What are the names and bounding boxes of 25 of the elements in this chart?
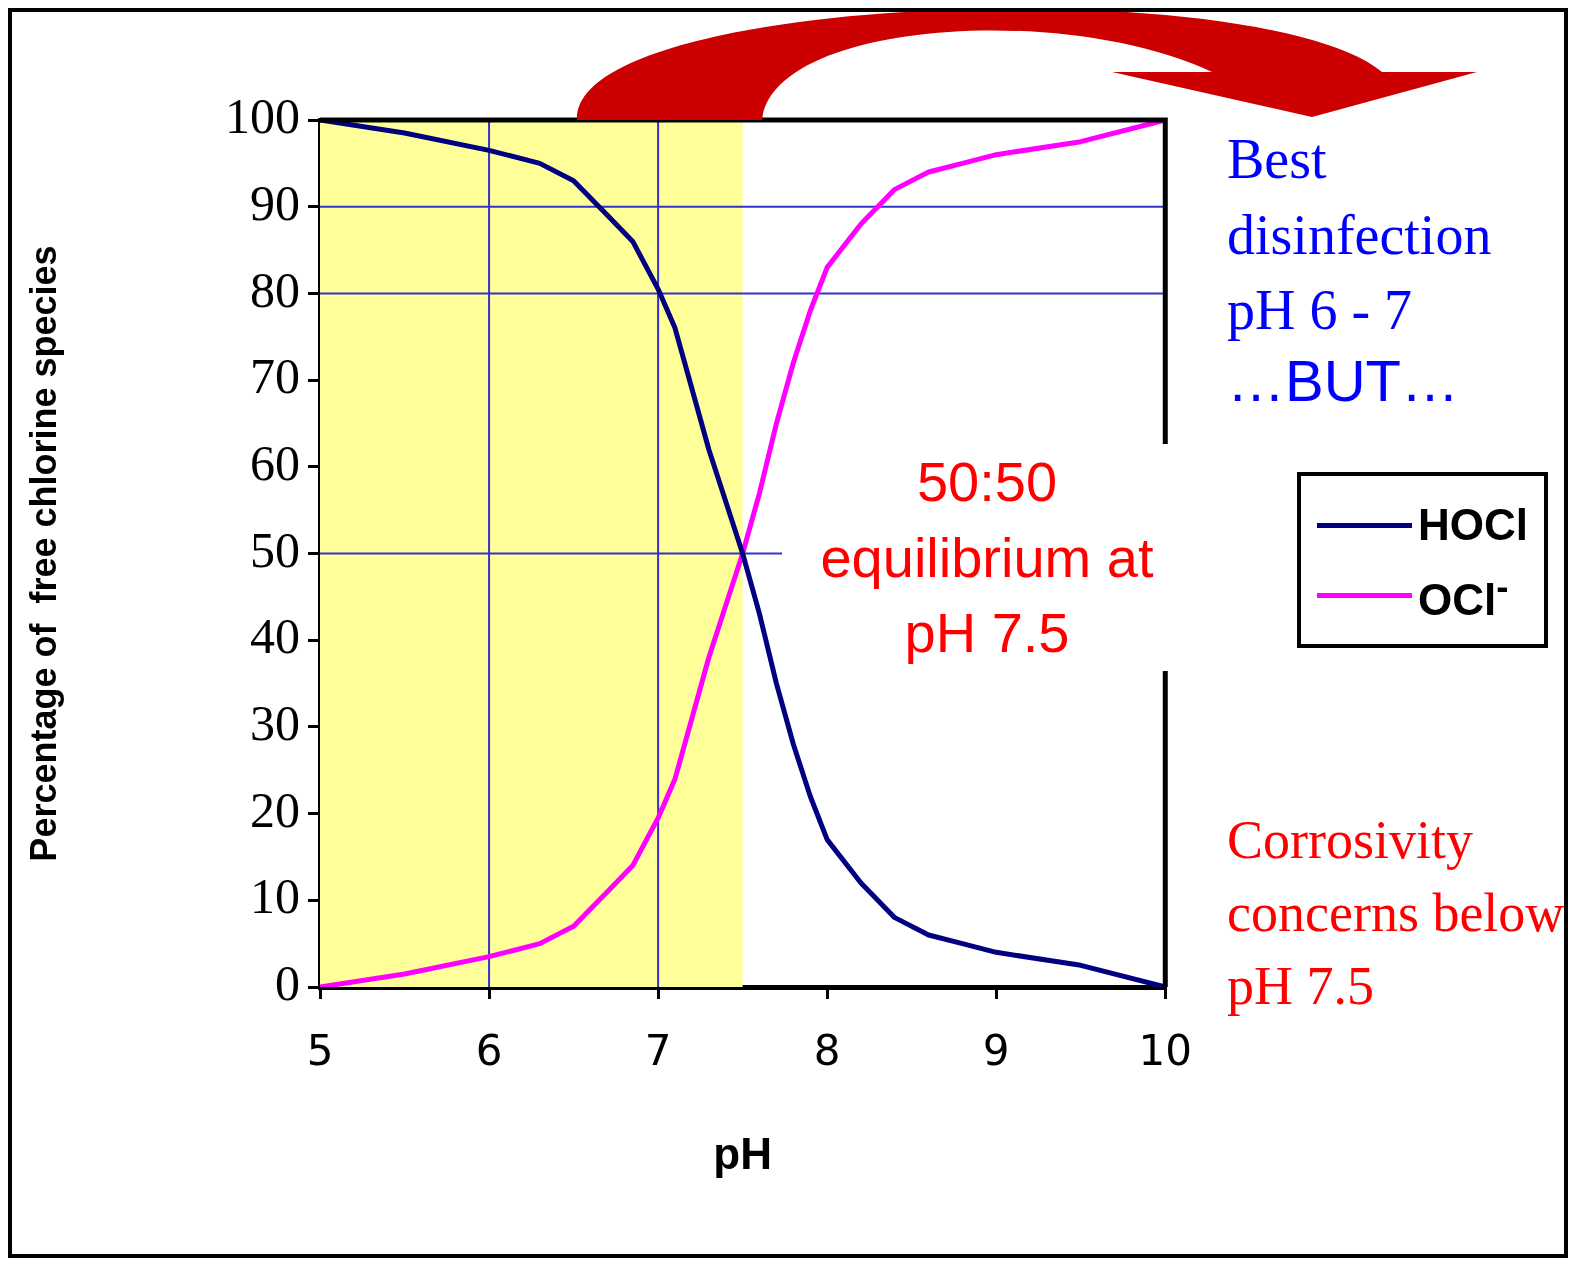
x-axis-title: pH	[713, 1128, 772, 1178]
y-tick-label: 70	[250, 348, 300, 405]
x-tick-label: 9	[982, 1026, 1010, 1076]
x-tick-label: 8	[813, 1026, 841, 1076]
y-tick-label: 10	[250, 868, 300, 925]
annotation: 50:50 equilibrium at pH 7.5	[782, 444, 1192, 671]
y-tick-label: 0	[275, 955, 300, 1012]
y-tick-label: 90	[250, 174, 300, 231]
x-tick-label: 7	[644, 1026, 672, 1076]
y-tick-label: 50	[250, 521, 300, 578]
y-axis-title: Percentage of free chlorine species	[22, 245, 64, 862]
y-tick-label: 100	[225, 88, 300, 145]
y-tick-label: 80	[250, 261, 300, 318]
legend-label: OCl$^{-}$	[1418, 565, 1509, 625]
y-tick-label: 60	[250, 434, 300, 491]
text: Corrosivity concerns below pH 7.5	[1227, 809, 1565, 1018]
x-tick-label: 10	[1138, 1026, 1192, 1076]
text: …BUT…	[1227, 347, 1460, 415]
y-tick-label: 40	[250, 608, 300, 665]
y-tick-label: 30	[250, 695, 300, 752]
legend-label: HOCl	[1418, 500, 1528, 550]
x-tick-label: 5	[306, 1026, 334, 1076]
text: Best disinfection pH 6 - 7	[1227, 127, 1493, 344]
x-tick-label: 6	[475, 1026, 503, 1076]
y-tick-label: 20	[250, 781, 300, 838]
